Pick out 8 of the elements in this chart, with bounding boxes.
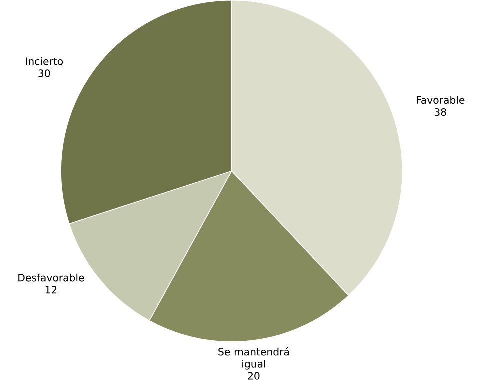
slice-label: Desfavorable: [18, 274, 84, 282]
data-label: 38: [434, 108, 446, 116]
slice-label: Favorable: [417, 96, 465, 104]
data-label: 20: [248, 372, 260, 380]
slice-label: Se mantendrá igual: [218, 348, 290, 370]
data-label: 30: [38, 70, 50, 78]
data-label: 12: [46, 286, 57, 294]
slice-label: Incierto: [26, 57, 64, 66]
